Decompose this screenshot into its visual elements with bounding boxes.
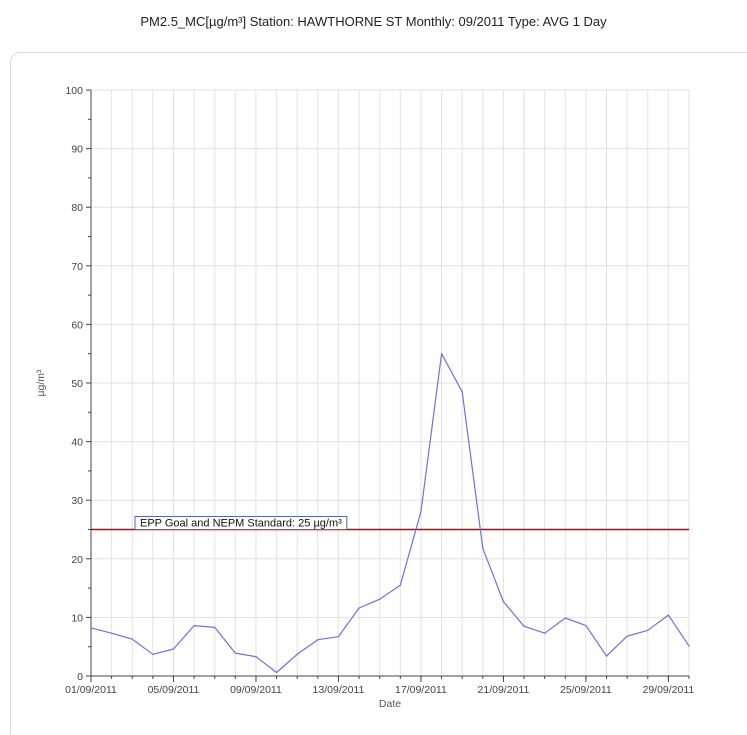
data-point xyxy=(379,598,381,600)
series-group xyxy=(90,353,690,674)
data-point xyxy=(131,638,133,640)
x-tick-label: 05/09/2011 xyxy=(148,684,200,696)
data-point xyxy=(461,391,463,393)
data-point xyxy=(626,635,628,637)
y-tick-label: 90 xyxy=(71,144,83,156)
y-tick-label: 20 xyxy=(71,554,83,566)
y-tick-label: 10 xyxy=(71,612,83,624)
data-point xyxy=(214,626,216,628)
x-tick-label: 25/09/2011 xyxy=(560,684,612,696)
y-tick-label: 40 xyxy=(71,437,83,449)
x-tick-label: 29/09/2011 xyxy=(642,684,694,696)
grid xyxy=(90,89,690,677)
data-point xyxy=(111,632,113,634)
data-point xyxy=(275,671,278,674)
y-axis-title: µg/m³ xyxy=(35,369,47,397)
data-point xyxy=(234,652,236,654)
data-point xyxy=(337,636,340,638)
annotation-group: EPP Goal and NEPM Standard: 25 µg/m³ xyxy=(134,516,348,530)
data-point xyxy=(523,625,525,627)
data-point xyxy=(420,511,422,513)
x-tick-label: 21/09/2011 xyxy=(478,684,530,696)
y-tick-label: 100 xyxy=(65,85,83,97)
data-point xyxy=(688,645,690,647)
y-tick-label: 30 xyxy=(71,495,83,507)
y-tick-label: 0 xyxy=(77,671,83,683)
data-point xyxy=(667,614,669,616)
chart-title: PM2.5_MC[µg/m³] Station: HAWTHORNE ST Mo… xyxy=(140,14,607,29)
data-point xyxy=(482,547,484,549)
y-tick-label: 50 xyxy=(71,378,83,390)
data-point xyxy=(585,625,587,627)
data-point xyxy=(152,653,154,655)
y-tick-label: 60 xyxy=(71,319,83,331)
x-tick-label: 01/09/2011 xyxy=(65,684,117,696)
data-point xyxy=(255,656,257,658)
data-point xyxy=(399,584,401,586)
data-point xyxy=(296,653,298,655)
data-point xyxy=(90,627,92,629)
y-tick-label: 70 xyxy=(71,261,83,273)
x-tick-label: 13/09/2011 xyxy=(313,684,365,696)
data-point xyxy=(544,632,546,634)
data-point xyxy=(172,648,175,650)
annotation-box xyxy=(134,516,348,530)
axes: 0 10 20 30 40 50 60 70 80 90 100 01/09/2011 05/09/20… xyxy=(65,85,694,696)
x-tick-label: 09/09/2011 xyxy=(230,684,282,696)
data-point xyxy=(193,625,195,627)
data-point xyxy=(317,639,319,641)
data-point xyxy=(440,353,443,355)
data-point xyxy=(358,607,360,609)
chart-frame xyxy=(10,52,747,735)
data-point xyxy=(564,617,566,619)
data-point xyxy=(647,629,649,631)
data-point xyxy=(502,600,505,603)
y-tick-label: 80 xyxy=(71,202,83,214)
series-line xyxy=(90,353,690,674)
x-tick-label: 17/09/2011 xyxy=(395,684,447,696)
x-axis-title: Date xyxy=(379,698,401,710)
data-point xyxy=(605,655,608,657)
annotation-label: EPP Goal and NEPM Standard: 25 µg/m³ xyxy=(140,518,342,530)
